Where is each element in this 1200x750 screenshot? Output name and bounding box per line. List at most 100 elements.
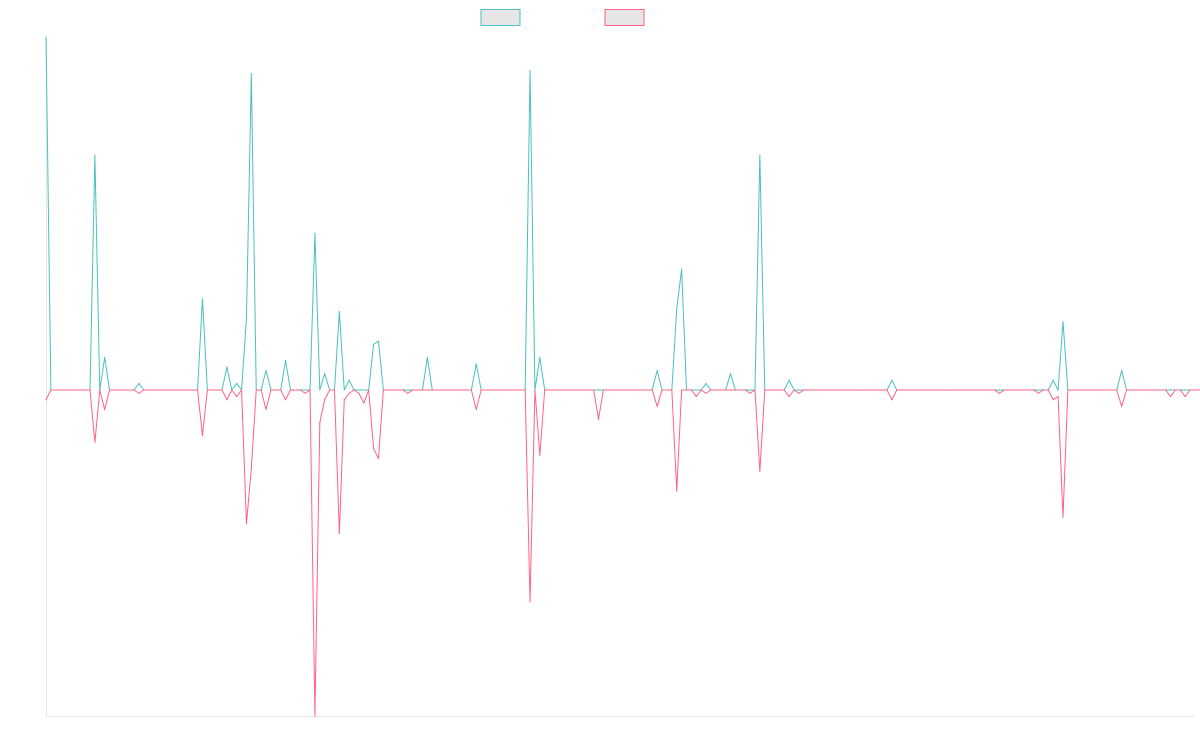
- data-point-1-70[interactable]: [695, 389, 697, 391]
- data-point-1-105[interactable]: [1062, 320, 1064, 323]
- data-point-2-103[interactable]: [1042, 389, 1045, 391]
- legend-entry-1[interactable]: [480, 9, 521, 26]
- data-point-1-104[interactable]: [1057, 389, 1059, 391]
- data-point-2-105[interactable]: [1052, 399, 1054, 401]
- data-point-2-97[interactable]: [949, 389, 952, 391]
- data-point-1-80[interactable]: [759, 154, 761, 156]
- data-point-1-32[interactable]: [314, 232, 316, 235]
- data-point-2-46[interactable]: [382, 389, 384, 391]
- data-point-1-8[interactable]: [138, 382, 140, 385]
- data-point-2-11[interactable]: [201, 435, 204, 437]
- data-point-2-27[interactable]: [284, 399, 287, 401]
- data-point-2-51[interactable]: [426, 389, 428, 391]
- data-point-2-80[interactable]: [749, 392, 751, 394]
- data-point-1-52[interactable]: [475, 363, 477, 365]
- data-point-2-58[interactable]: [534, 389, 536, 391]
- data-point-1-5[interactable]: [104, 356, 106, 358]
- data-point-2-24[interactable]: [265, 408, 267, 411]
- data-point-1-16[interactable]: [226, 366, 228, 368]
- data-point-2-89[interactable]: [852, 389, 854, 391]
- data-point-2-38[interactable]: [343, 399, 345, 401]
- data-point-1-103[interactable]: [1052, 379, 1054, 381]
- data-point-2-104[interactable]: [1047, 389, 1049, 391]
- data-point-2-53[interactable]: [470, 389, 472, 391]
- data-point-1-42[interactable]: [372, 343, 375, 345]
- data-point-2-18[interactable]: [236, 395, 238, 398]
- data-point-2-98[interactable]: [993, 389, 996, 391]
- data-point-2-49[interactable]: [412, 389, 414, 391]
- data-point-2-116[interactable]: [1184, 395, 1186, 398]
- data-point-2-100[interactable]: [1003, 389, 1005, 391]
- data-point-2-77[interactable]: [729, 389, 732, 391]
- data-point-2-106[interactable]: [1057, 395, 1059, 398]
- data-point-2-111[interactable]: [1125, 389, 1128, 391]
- data-point-2-63[interactable]: [602, 389, 604, 391]
- data-point-2-71[interactable]: [690, 389, 693, 391]
- data-point-2-99[interactable]: [998, 392, 1001, 394]
- data-point-2-47[interactable]: [402, 389, 404, 391]
- data-point-2-78[interactable]: [734, 389, 737, 391]
- data-point-1-63[interactable]: [656, 369, 658, 372]
- data-point-2-65[interactable]: [656, 405, 658, 407]
- data-point-2-112[interactable]: [1165, 389, 1167, 391]
- data-point-2-56[interactable]: [524, 389, 526, 391]
- data-point-2-23[interactable]: [260, 389, 262, 391]
- data-point-2-108[interactable]: [1067, 389, 1069, 391]
- data-point-2-15[interactable]: [221, 389, 223, 391]
- data-point-2-109[interactable]: [1116, 389, 1118, 391]
- data-point-2-14[interactable]: [216, 389, 218, 391]
- data-point-2-26[interactable]: [280, 389, 282, 391]
- data-point-2-48[interactable]: [407, 392, 409, 394]
- data-point-2-84[interactable]: [783, 389, 785, 391]
- data-point-2-81[interactable]: [754, 389, 756, 391]
- data-point-2-36[interactable]: [333, 389, 336, 391]
- data-point-1-111[interactable]: [1169, 389, 1172, 391]
- data-point-2-19[interactable]: [240, 389, 243, 391]
- data-point-2-13[interactable]: [211, 389, 213, 391]
- data-point-2-44[interactable]: [372, 448, 375, 450]
- data-point-2-83[interactable]: [764, 389, 766, 391]
- data-point-2-43[interactable]: [368, 389, 370, 391]
- data-point-2-39[interactable]: [348, 392, 350, 394]
- data-point-2-50[interactable]: [421, 389, 424, 391]
- data-point-2-41[interactable]: [358, 392, 360, 394]
- data-point-2-74[interactable]: [705, 392, 707, 394]
- data-point-2-45[interactable]: [377, 457, 380, 460]
- data-point-1-30[interactable]: [304, 389, 306, 391]
- data-point-1-21[interactable]: [250, 73, 252, 75]
- data-point-1-39[interactable]: [348, 379, 350, 381]
- data-point-2-87[interactable]: [798, 392, 800, 394]
- data-point-1-43[interactable]: [377, 340, 380, 342]
- data-point-2-34[interactable]: [324, 399, 326, 401]
- data-point-1-91[interactable]: [891, 379, 893, 381]
- data-point-1-27[interactable]: [284, 360, 287, 362]
- data-point-2-72[interactable]: [695, 395, 697, 398]
- data-point-2-85[interactable]: [788, 395, 790, 398]
- data-point-2-0[interactable]: [45, 399, 47, 401]
- data-point-2-35[interactable]: [328, 389, 331, 391]
- data-point-2-55[interactable]: [480, 389, 482, 391]
- data-point-2-95[interactable]: [940, 389, 942, 391]
- data-point-2-82[interactable]: [759, 470, 761, 473]
- data-point-2-16[interactable]: [226, 399, 228, 401]
- data-point-1-114[interactable]: [1184, 389, 1186, 391]
- data-point-1-18[interactable]: [236, 382, 238, 385]
- data-point-1-11[interactable]: [201, 298, 204, 300]
- data-point-2-8[interactable]: [138, 392, 140, 394]
- data-point-1-49[interactable]: [426, 356, 428, 358]
- data-point-1-60[interactable]: [597, 389, 600, 391]
- data-point-1-67[interactable]: [681, 268, 683, 270]
- data-point-1-108[interactable]: [1121, 369, 1123, 372]
- data-point-2-12[interactable]: [206, 389, 208, 391]
- data-point-2-67[interactable]: [671, 389, 673, 391]
- data-point-2-29[interactable]: [299, 389, 301, 391]
- data-point-2-93[interactable]: [891, 399, 893, 401]
- data-point-2-117[interactable]: [1189, 389, 1191, 391]
- data-point-2-114[interactable]: [1174, 389, 1177, 391]
- data-point-1-57[interactable]: [539, 356, 541, 358]
- legend-entry-2[interactable]: [604, 9, 645, 26]
- data-point-2-54[interactable]: [475, 408, 477, 411]
- data-point-1-97[interactable]: [998, 389, 1001, 391]
- data-point-2-60[interactable]: [544, 389, 546, 391]
- data-point-2-91[interactable]: [861, 389, 864, 391]
